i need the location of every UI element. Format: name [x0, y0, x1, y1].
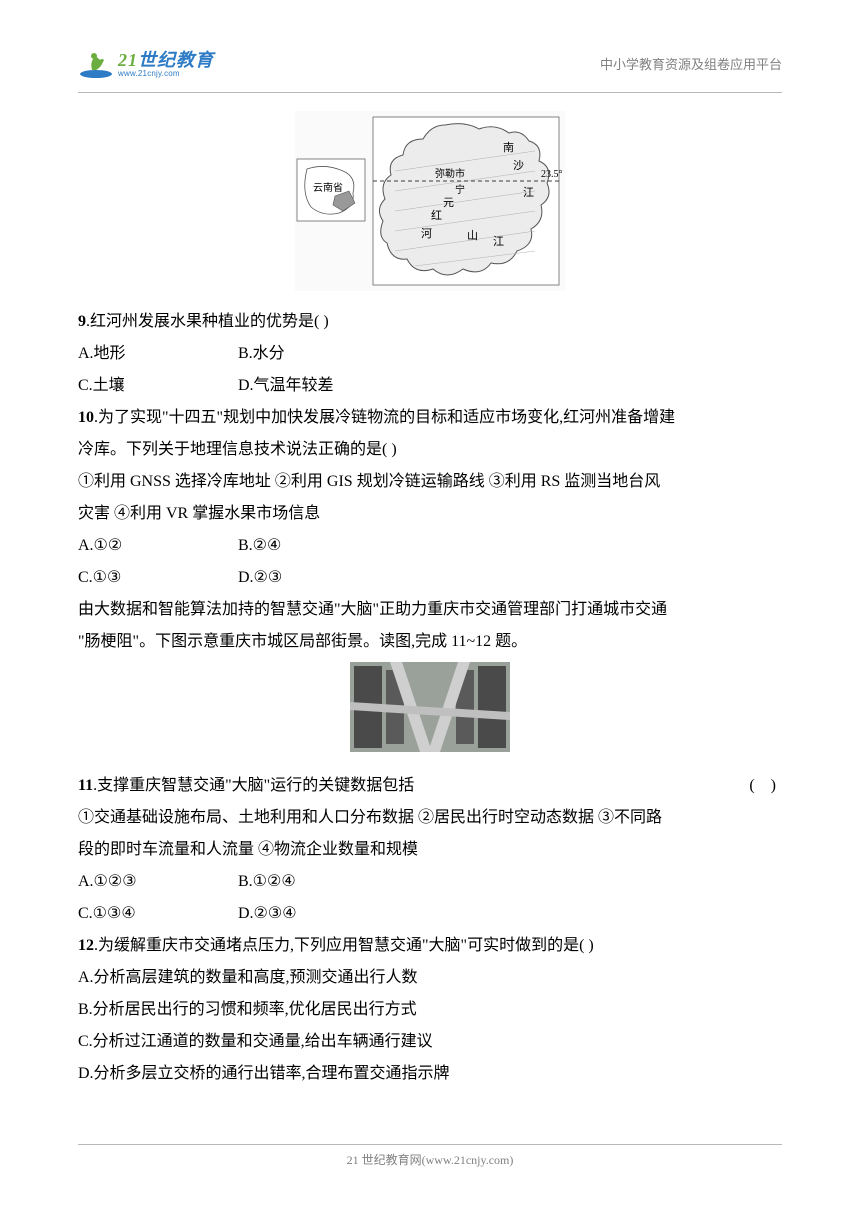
q12-stem-text: .为缓解重庆市交通堵点压力,下列应用智慧交通"大脑"可实时做到的是( )	[94, 937, 594, 954]
svg-text:江: 江	[523, 186, 534, 199]
map-inset-label: 云南省	[313, 181, 343, 194]
q9-num: 9	[78, 313, 86, 330]
q9-stem-text: .红河州发展水果种植业的优势是( )	[86, 313, 329, 330]
page-footer: 21 世纪教育网(www.21cnjy.com)	[78, 1144, 782, 1168]
svg-text:河: 河	[421, 227, 432, 240]
q11-opts-row1: A.①②③ B.①②④	[78, 866, 782, 898]
q11-items-1: ①交通基础设施布局、土地利用和人口分布数据 ②居民出行时空动态数据 ③不同路	[78, 802, 782, 834]
svg-text:元: 元	[443, 197, 454, 209]
q9-opts-row1: A.地形 B.水分	[78, 338, 782, 370]
q11-num: 11	[78, 777, 93, 794]
q10-opt-d[interactable]: D.②③	[238, 562, 398, 594]
q10-stem-text1: .为了实现"十四五"规划中加快发展冷链物流的目标和适应市场变化,红河州准备增建	[94, 409, 675, 426]
city-figure	[350, 662, 510, 752]
q10-items-2: 灾害 ④利用 VR 掌握水果市场信息	[78, 498, 782, 530]
q10-opt-b[interactable]: B.②④	[238, 530, 398, 562]
map-figure-wrap: 云南省 23.5° 南 沙 江 弥勒市 元 红 河 山 江 宁	[78, 111, 782, 296]
svg-text:宁: 宁	[455, 183, 465, 196]
q11-opt-a[interactable]: A.①②③	[78, 866, 238, 898]
q11-items-2: 段的即时车流量和人流量 ④物流企业数量和规模	[78, 834, 782, 866]
q11-stem-text: .支撑重庆智慧交通"大脑"运行的关键数据包括	[93, 777, 414, 794]
q10-stem-1: 10.为了实现"十四五"规划中加快发展冷链物流的目标和适应市场变化,红河州准备增…	[78, 402, 782, 434]
svg-text:山: 山	[467, 229, 478, 242]
q10-opt-c[interactable]: C.①③	[78, 562, 238, 594]
map-figure: 云南省 23.5° 南 沙 江 弥勒市 元 红 河 山 江 宁	[295, 111, 565, 291]
q12-opt-b[interactable]: B.分析居民出行的习惯和频率,优化居民出行方式	[78, 994, 782, 1026]
q12-stem: 12.为缓解重庆市交通堵点压力,下列应用智慧交通"大脑"可实时做到的是( )	[78, 930, 782, 962]
q10-items-1: ①利用 GNSS 选择冷库地址 ②利用 GIS 规划冷链运输路线 ③利用 RS …	[78, 466, 782, 498]
svg-text:江: 江	[493, 235, 504, 248]
q11-stem: 11.支撑重庆智慧交通"大脑"运行的关键数据包括 ( )	[78, 770, 782, 802]
q12-opt-a[interactable]: A.分析高层建筑的数量和高度,预测交通出行人数	[78, 962, 782, 994]
logo: 21世纪教育 www.21cnjy.com	[78, 48, 214, 80]
q9-stem: 9.红河州发展水果种植业的优势是( )	[78, 306, 782, 338]
q9-opt-c[interactable]: C.土壤	[78, 370, 238, 402]
header-right-text: 中小学教育资源及组卷应用平台	[600, 48, 782, 73]
q12-opt-c[interactable]: C.分析过江通道的数量和交通量,给出车辆通行建议	[78, 1026, 782, 1058]
q9-opts-row2: C.土壤 D.气温年较差	[78, 370, 782, 402]
q11-opt-b[interactable]: B.①②④	[238, 866, 398, 898]
q9-opt-d[interactable]: D.气温年较差	[238, 370, 398, 402]
q11-paren: ( )	[749, 770, 782, 802]
q10-opts-row1: A.①② B.②④	[78, 530, 782, 562]
map-lat-label: 23.5°	[541, 169, 563, 180]
footer-text: 21 世纪教育网(www.21cnjy.com)	[78, 1151, 782, 1168]
logo-text: 21世纪教育 www.21cnjy.com	[118, 51, 214, 78]
svg-text:沙: 沙	[513, 159, 524, 172]
logo-en: www.21cnjy.com	[118, 70, 214, 78]
q12-num: 12	[78, 937, 94, 954]
logo-zh-rest: 世纪教育	[138, 50, 214, 70]
q11-opt-c[interactable]: C.①③④	[78, 898, 238, 930]
q10-opts-row2: C.①③ D.②③	[78, 562, 782, 594]
header-rule	[78, 92, 782, 93]
q12-opt-d[interactable]: D.分析多层立交桥的通行出错率,合理布置交通指示牌	[78, 1058, 782, 1090]
q10-stem-2: 冷库。下列关于地理信息技术说法正确的是( )	[78, 434, 782, 466]
q11-opts-row2: C.①③④ D.②③④	[78, 898, 782, 930]
logo-figure-icon	[78, 48, 114, 80]
passage-line1: 由大数据和智能算法加持的智慧交通"大脑"正助力重庆市交通管理部门打通城市交通	[78, 594, 782, 626]
page-header: 21世纪教育 www.21cnjy.com 中小学教育资源及组卷应用平台	[78, 48, 782, 80]
svg-text:弥勒市: 弥勒市	[435, 167, 465, 180]
q9-opt-b[interactable]: B.水分	[238, 338, 398, 370]
svg-text:红: 红	[431, 209, 442, 222]
passage-line2: "肠梗阻"。下图示意重庆市城区局部街景。读图,完成 11~12 题。	[78, 626, 782, 658]
logo-zh-21: 21	[118, 50, 138, 70]
svg-text:南: 南	[503, 141, 514, 154]
q10-opt-a[interactable]: A.①②	[78, 530, 238, 562]
footer-rule	[78, 1144, 782, 1145]
q10-num: 10	[78, 409, 94, 426]
q9-opt-a[interactable]: A.地形	[78, 338, 238, 370]
city-figure-wrap	[78, 662, 782, 764]
content: 9.红河州发展水果种植业的优势是( ) A.地形 B.水分 C.土壤 D.气温年…	[78, 306, 782, 1090]
q11-opt-d[interactable]: D.②③④	[238, 898, 398, 930]
